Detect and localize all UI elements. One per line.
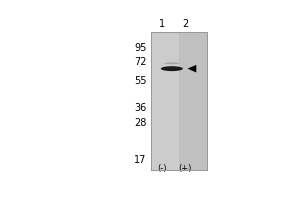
Text: 36: 36 xyxy=(134,103,147,113)
Ellipse shape xyxy=(164,62,180,64)
Text: 72: 72 xyxy=(134,57,147,67)
Bar xyxy=(179,32,207,170)
Text: 95: 95 xyxy=(134,43,147,53)
Polygon shape xyxy=(188,65,196,72)
Text: 28: 28 xyxy=(134,118,147,128)
Text: (-): (-) xyxy=(157,164,167,173)
Text: 55: 55 xyxy=(134,76,147,86)
Ellipse shape xyxy=(161,66,183,71)
Bar xyxy=(152,32,207,170)
Text: 2: 2 xyxy=(182,19,188,29)
Text: 17: 17 xyxy=(134,155,147,165)
Text: 1: 1 xyxy=(159,19,165,29)
Bar xyxy=(152,32,179,170)
Bar xyxy=(152,32,207,170)
Text: (+): (+) xyxy=(178,164,192,173)
